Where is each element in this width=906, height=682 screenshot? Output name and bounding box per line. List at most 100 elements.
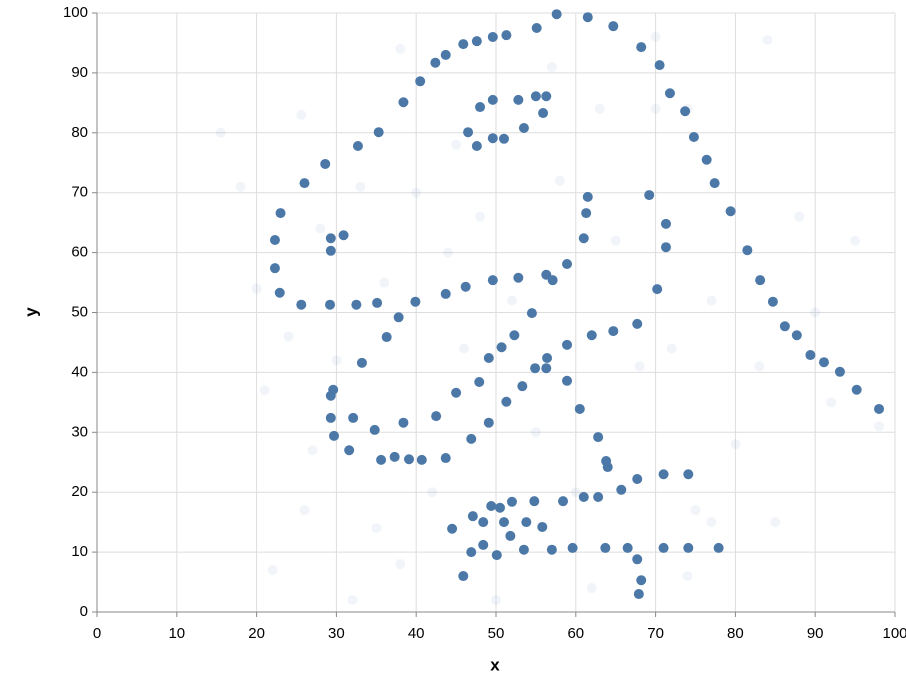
point xyxy=(851,384,862,395)
point xyxy=(325,233,336,244)
point xyxy=(415,76,426,87)
point xyxy=(331,355,342,366)
y-tick-label: 0 xyxy=(80,603,88,620)
x-tick-label: 0 xyxy=(93,625,101,642)
point xyxy=(558,496,569,507)
point xyxy=(299,178,310,189)
point xyxy=(458,571,469,582)
point xyxy=(850,235,861,246)
point xyxy=(730,439,741,450)
point xyxy=(320,158,331,169)
point xyxy=(513,94,524,105)
x-tick-label: 30 xyxy=(328,625,345,642)
point xyxy=(348,412,359,423)
point xyxy=(632,554,643,565)
point xyxy=(369,424,380,435)
point xyxy=(410,296,421,307)
point xyxy=(660,218,671,229)
point xyxy=(447,523,458,534)
point xyxy=(551,9,562,20)
point xyxy=(632,318,643,329)
point xyxy=(658,542,669,553)
point xyxy=(834,366,845,377)
point xyxy=(874,403,885,414)
point xyxy=(356,357,367,368)
point xyxy=(487,94,498,105)
point xyxy=(542,353,553,364)
y-axis-title: y xyxy=(21,307,40,317)
point xyxy=(466,547,477,558)
point xyxy=(451,387,462,398)
point xyxy=(372,297,383,308)
point xyxy=(709,178,720,189)
point xyxy=(818,357,829,368)
point xyxy=(486,500,497,511)
point xyxy=(251,283,262,294)
point xyxy=(215,127,226,138)
point xyxy=(582,12,593,23)
point xyxy=(713,542,724,553)
point xyxy=(810,307,821,318)
point xyxy=(530,363,541,374)
point xyxy=(526,308,537,319)
point xyxy=(636,42,647,53)
point xyxy=(471,36,482,47)
point xyxy=(586,330,597,341)
point xyxy=(664,88,675,99)
point xyxy=(267,565,278,576)
point xyxy=(518,544,529,555)
point xyxy=(538,108,549,119)
point xyxy=(483,417,494,428)
point xyxy=(487,133,498,144)
point xyxy=(451,139,462,150)
point xyxy=(474,376,485,387)
y-tick-label: 50 xyxy=(71,303,88,320)
point xyxy=(355,181,366,192)
point xyxy=(779,321,790,332)
point xyxy=(616,484,627,495)
point xyxy=(440,49,451,60)
point xyxy=(501,30,512,41)
point xyxy=(517,381,528,392)
point xyxy=(431,411,442,422)
point xyxy=(299,505,310,516)
point xyxy=(658,469,669,480)
point xyxy=(636,575,647,586)
point xyxy=(395,43,406,54)
point xyxy=(770,517,781,528)
point xyxy=(755,275,766,286)
point xyxy=(506,295,517,306)
point xyxy=(458,39,469,50)
point xyxy=(459,343,470,354)
point xyxy=(275,208,286,219)
point xyxy=(381,332,392,343)
point xyxy=(379,277,390,288)
point xyxy=(634,361,645,372)
y-tick-label: 90 xyxy=(71,64,88,81)
point xyxy=(351,299,362,310)
point xyxy=(554,175,565,186)
point xyxy=(725,206,736,217)
x-tick-label: 10 xyxy=(168,625,185,642)
point xyxy=(371,523,382,534)
y-tick-label: 30 xyxy=(71,423,88,440)
point xyxy=(518,123,529,134)
point xyxy=(395,559,406,570)
point xyxy=(440,453,451,464)
point xyxy=(826,397,837,408)
point xyxy=(460,281,471,292)
y-tick-label: 20 xyxy=(71,483,88,500)
point xyxy=(874,421,885,432)
point xyxy=(467,511,478,522)
point xyxy=(373,127,384,138)
point xyxy=(644,190,655,201)
point xyxy=(478,539,489,550)
point xyxy=(754,361,765,372)
y-tick-label: 40 xyxy=(71,363,88,380)
point xyxy=(593,491,604,502)
point xyxy=(690,505,701,516)
point xyxy=(701,154,712,165)
point xyxy=(411,187,422,198)
x-tick-label: 90 xyxy=(807,625,824,642)
point xyxy=(578,491,589,502)
